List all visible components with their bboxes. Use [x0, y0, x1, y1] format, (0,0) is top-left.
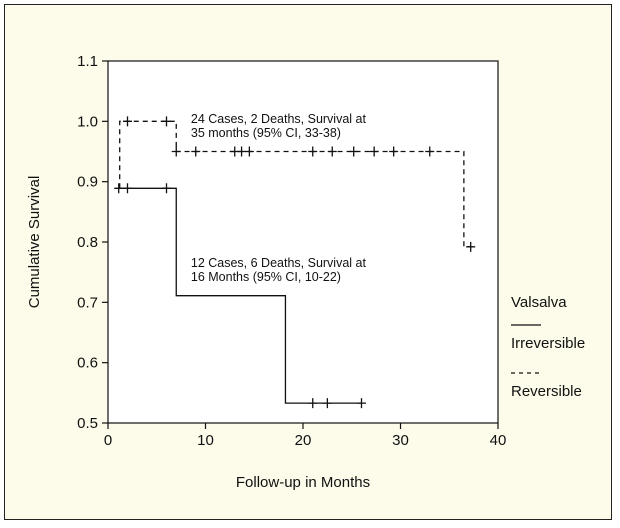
x-tick-label: 10 [197, 432, 214, 449]
censor-mark-irreversible [114, 183, 124, 194]
x-tick-label: 0 [104, 432, 112, 449]
censor-mark-reversible [162, 116, 171, 127]
x-tick-label: 30 [392, 432, 409, 449]
censor-mark-reversible [389, 146, 399, 157]
annotation-line: 16 Months (95% CI, 10-22) [191, 270, 341, 284]
legend-title: Valsalva [511, 294, 567, 311]
annotation-line: 35 months (95% CI, 33-38) [191, 126, 341, 140]
censor-mark-reversible [171, 146, 181, 157]
censor-mark-reversible [244, 146, 254, 157]
y-tick-label: 0.8 [77, 234, 98, 251]
censor-mark-reversible [369, 146, 379, 157]
annotation-line: 24 Cases, 2 Deaths, Survival at [191, 112, 367, 126]
censor-mark-irreversible [322, 398, 332, 409]
y-tick-label: 0.7 [77, 294, 98, 311]
axis-ticks: 0 10 20 30 40 0.5 0.6 0.7 0.8 0.9 1.0 1.1 [77, 53, 506, 449]
series-lines [114, 116, 476, 409]
censor-mark-irreversible [123, 183, 132, 194]
censor-mark-reversible [327, 146, 337, 157]
x-axis-label: Follow-up in Months [236, 474, 370, 491]
figure-panel: 0 10 20 30 40 0.5 0.6 0.7 0.8 0.9 1.0 1.1 24 Cases,… [4, 4, 612, 520]
censor-mark-reversible [123, 116, 132, 127]
censor-mark-reversible [349, 146, 359, 157]
censor-mark-reversible [191, 146, 201, 157]
legend-label-reversible: Reversible [511, 383, 582, 400]
censor-mark-reversible [308, 146, 318, 157]
censor-mark-irreversible [308, 398, 318, 409]
y-tick-label: 0.6 [77, 355, 98, 372]
x-tick-label: 40 [490, 432, 507, 449]
legend-label-irreversible: Irreversible [511, 335, 585, 352]
annotation-line: 12 Cases, 6 Deaths, Survival at [191, 256, 367, 270]
x-tick-label: 20 [295, 432, 312, 449]
y-axis-label: Cumulative Survival [26, 176, 43, 309]
censor-mark-irreversible [357, 398, 366, 409]
y-tick-label: 0.5 [77, 415, 98, 432]
y-tick-label: 1.1 [77, 53, 98, 70]
legend: Valsalva Irreversible Reversible [511, 294, 585, 400]
censor-mark-reversible [237, 146, 247, 157]
censor-mark-irreversible [162, 183, 171, 194]
censor-mark-reversible [425, 146, 435, 157]
survival-chart: 0 10 20 30 40 0.5 0.6 0.7 0.8 0.9 1.0 1.1 24 Cases,… [26, 53, 585, 491]
censor-mark-reversible [466, 241, 476, 252]
y-tick-label: 0.9 [77, 174, 98, 191]
y-tick-label: 1.0 [77, 113, 98, 130]
